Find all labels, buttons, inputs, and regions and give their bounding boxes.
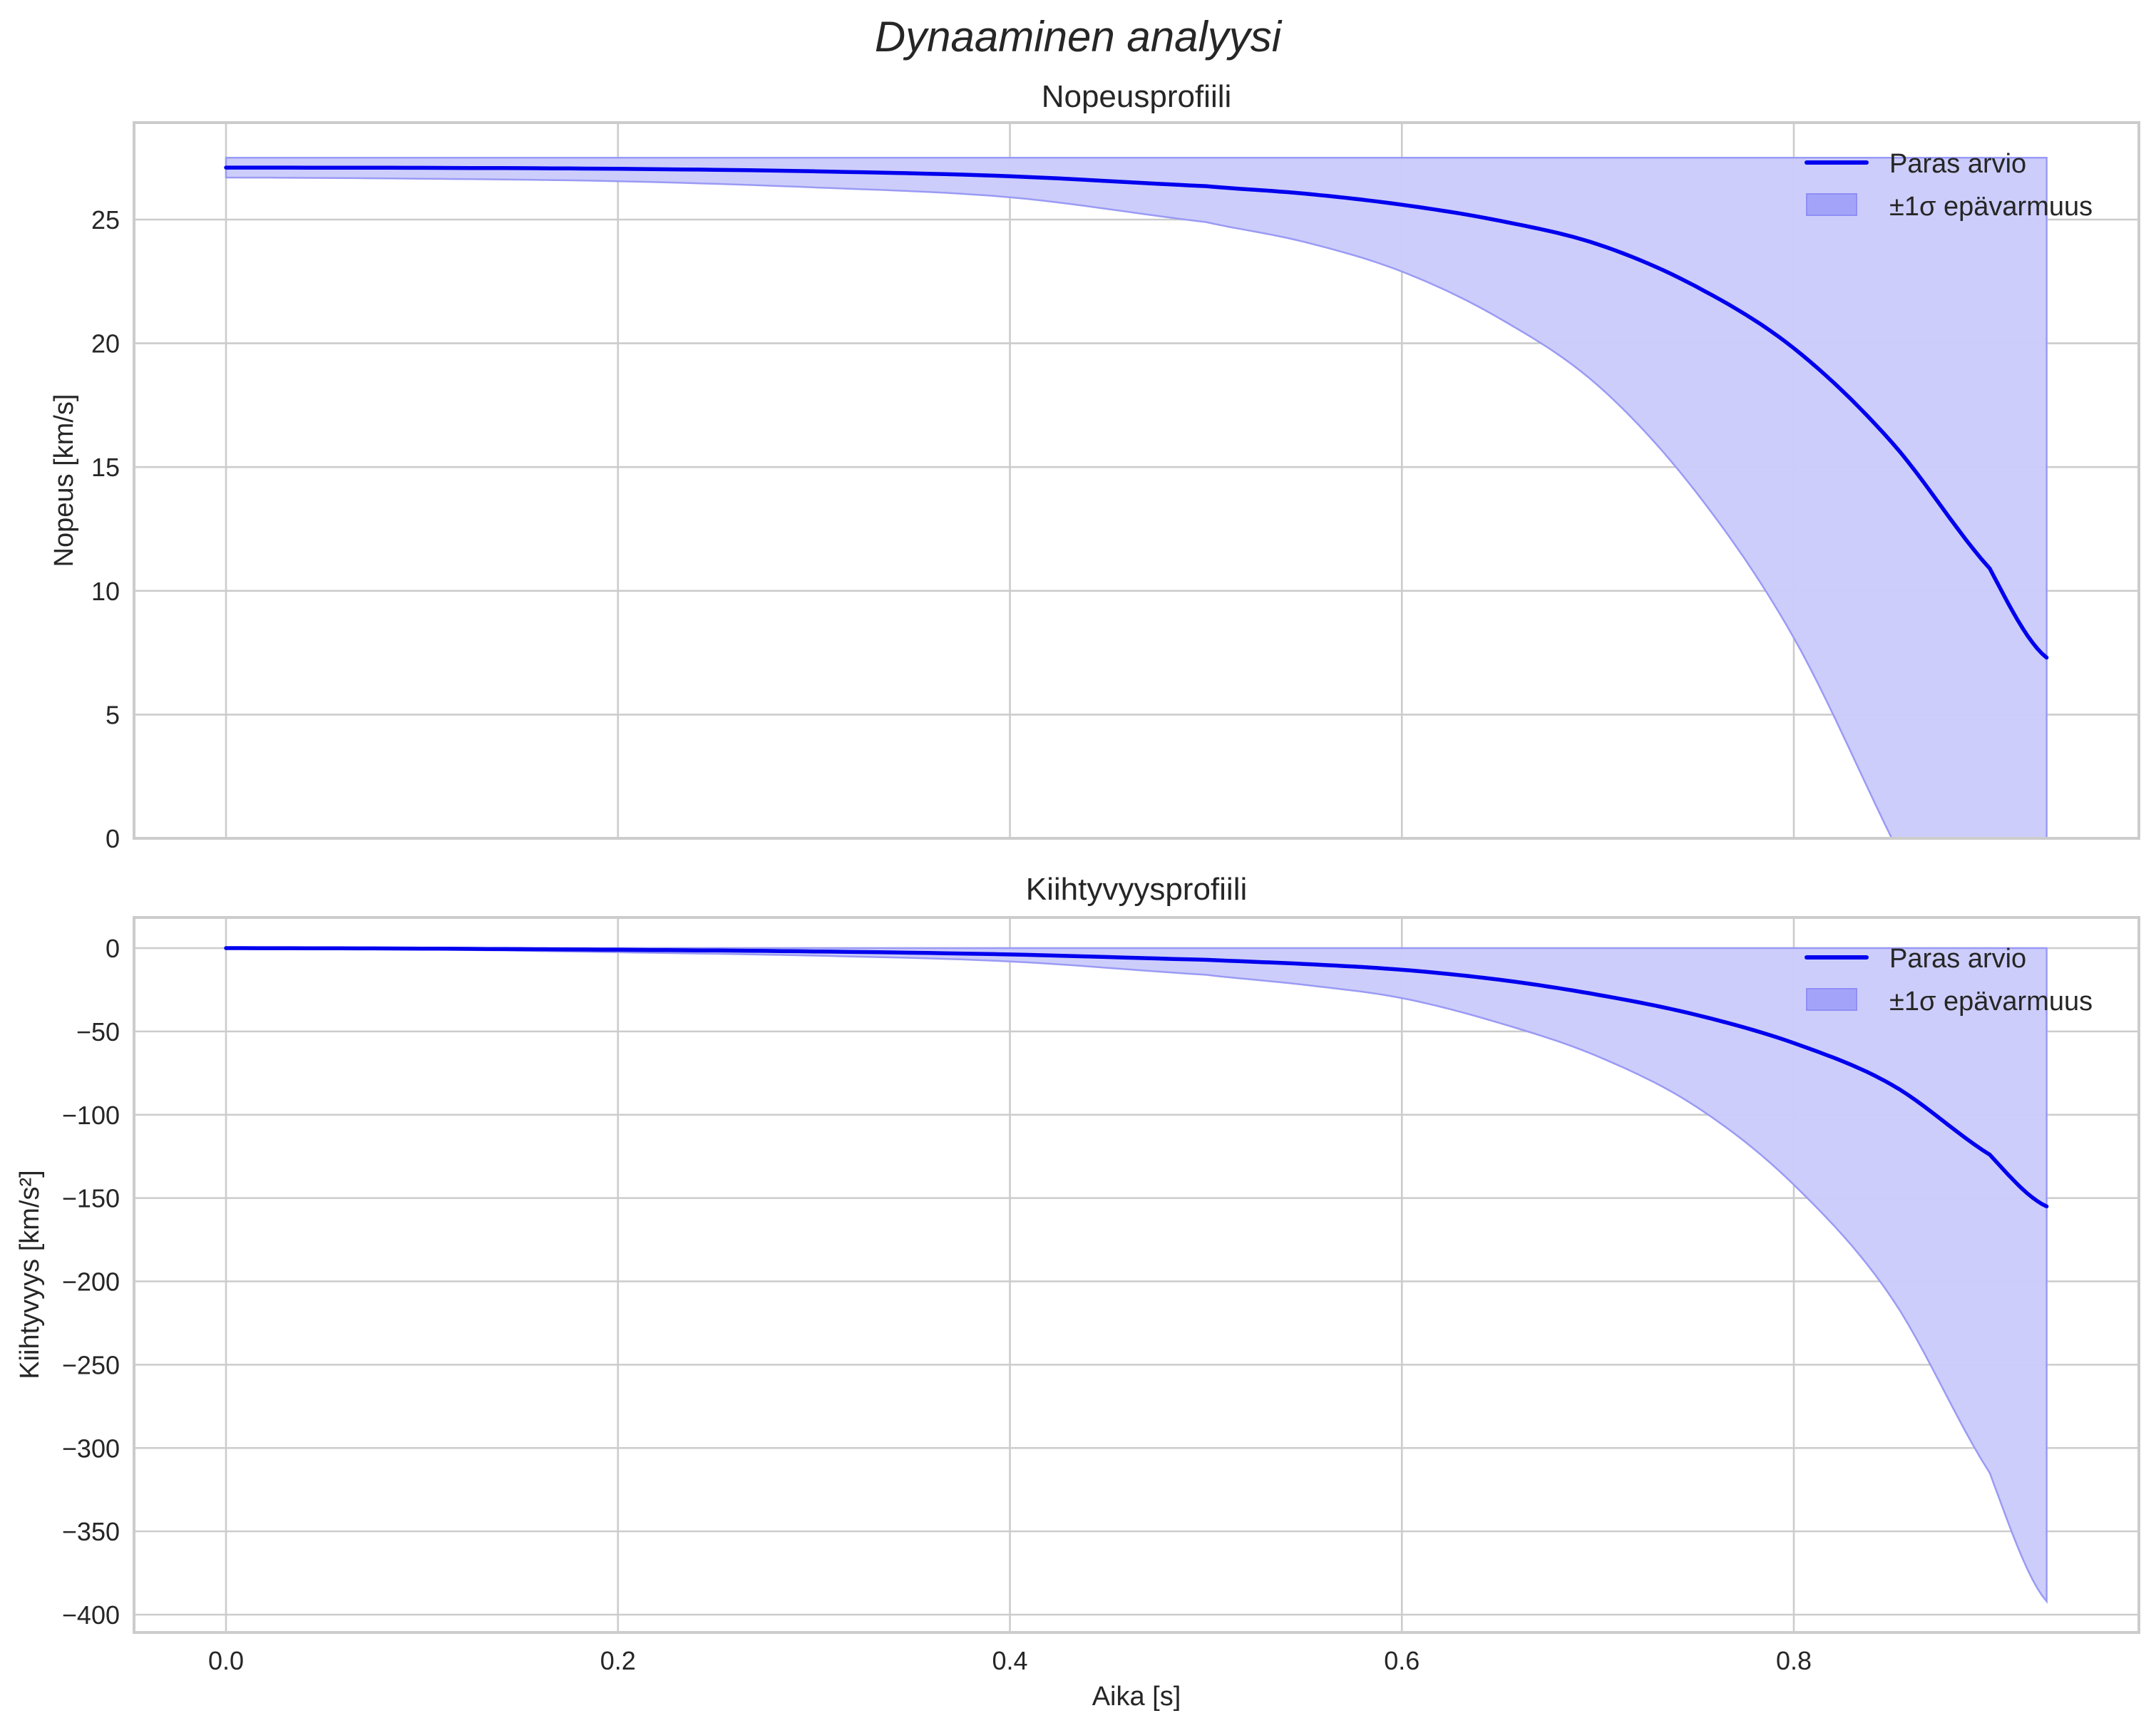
y-tick-label: 15: [91, 453, 120, 482]
x-tick-label: 0.4: [992, 1646, 1027, 1675]
y-tick-label: 25: [91, 205, 120, 235]
velocity-axes-title: Nopeusprofiili: [1042, 79, 1232, 114]
velocity-y-label: Nopeus [km/s]: [49, 394, 79, 567]
best-estimate-path: [224, 165, 2049, 660]
legend-band-label: ±1σ epävarmuus: [1889, 192, 2093, 222]
y-tick-label: 20: [91, 329, 120, 359]
acceleration-axes-title: Kiihtyvyysprofiili: [1026, 872, 1248, 907]
y-tick-label: 5: [106, 700, 120, 729]
x-tick-label: 0.8: [1776, 1646, 1812, 1675]
x-tick-labels: 0.0 0.2 0.4 0.6 0.8: [208, 1646, 1812, 1675]
x-tick-label: 0.6: [1384, 1646, 1420, 1675]
legend-band-label: ±1σ epävarmuus: [1889, 987, 2093, 1017]
acceleration-best-estimate-line: [224, 946, 2049, 1209]
legend-band-swatch: [1806, 193, 1857, 216]
uncertainty-band-area: [225, 947, 2048, 1604]
acceleration-uncertainty-band: [225, 947, 2048, 1604]
acceleration-axes-frame: [133, 916, 2140, 1634]
x-axis-label: Aika [s]: [1092, 1682, 1181, 1712]
x-tick-label: 0.0: [208, 1646, 244, 1675]
acceleration-axes: Kiihtyvyysprofiili 0 −50 −100 −150 −200 −250 −…: [15, 872, 2140, 1634]
legend-best-label: Paras arvio: [1889, 149, 2026, 179]
y-tick-label: −50: [76, 1017, 120, 1046]
velocity-best-estimate-line: [224, 165, 2049, 660]
legend-band-swatch: [1806, 988, 1857, 1011]
y-tick-label: −300: [62, 1434, 120, 1463]
y-tick-label: −100: [62, 1101, 120, 1130]
acceleration-y-label: Kiihtyvyys [km/s²]: [15, 1170, 45, 1379]
y-tick-label: −250: [62, 1350, 120, 1379]
velocity-legend: Paras arvio ±1σ epävarmuus: [1805, 149, 2093, 222]
y-tick-label: −400: [62, 1600, 120, 1630]
legend-best-label: Paras arvio: [1889, 944, 2026, 974]
velocity-axes-frame: [133, 121, 2140, 840]
y-tick-label: −200: [62, 1267, 120, 1297]
y-tick-label: −350: [62, 1517, 120, 1546]
x-tick-label: 0.2: [600, 1646, 636, 1675]
y-tick-label: 0: [106, 934, 120, 963]
velocity-uncertainty-band: [225, 156, 2048, 838]
figure-title: Dynaaminen analyysi: [875, 13, 1283, 61]
acceleration-y-ticks: 0 −50 −100 −150 −200 −250 −300 −350 −400: [62, 934, 120, 1630]
best-estimate-path: [224, 946, 2049, 1209]
uncertainty-band-area: [225, 156, 2048, 838]
y-tick-label: 0: [106, 824, 120, 853]
y-tick-label: 10: [91, 577, 120, 606]
y-tick-label: −150: [62, 1184, 120, 1213]
acceleration-legend: Paras arvio ±1σ epävarmuus: [1805, 944, 2093, 1017]
velocity-y-ticks: 0 5 10 15 20 25: [91, 205, 120, 853]
